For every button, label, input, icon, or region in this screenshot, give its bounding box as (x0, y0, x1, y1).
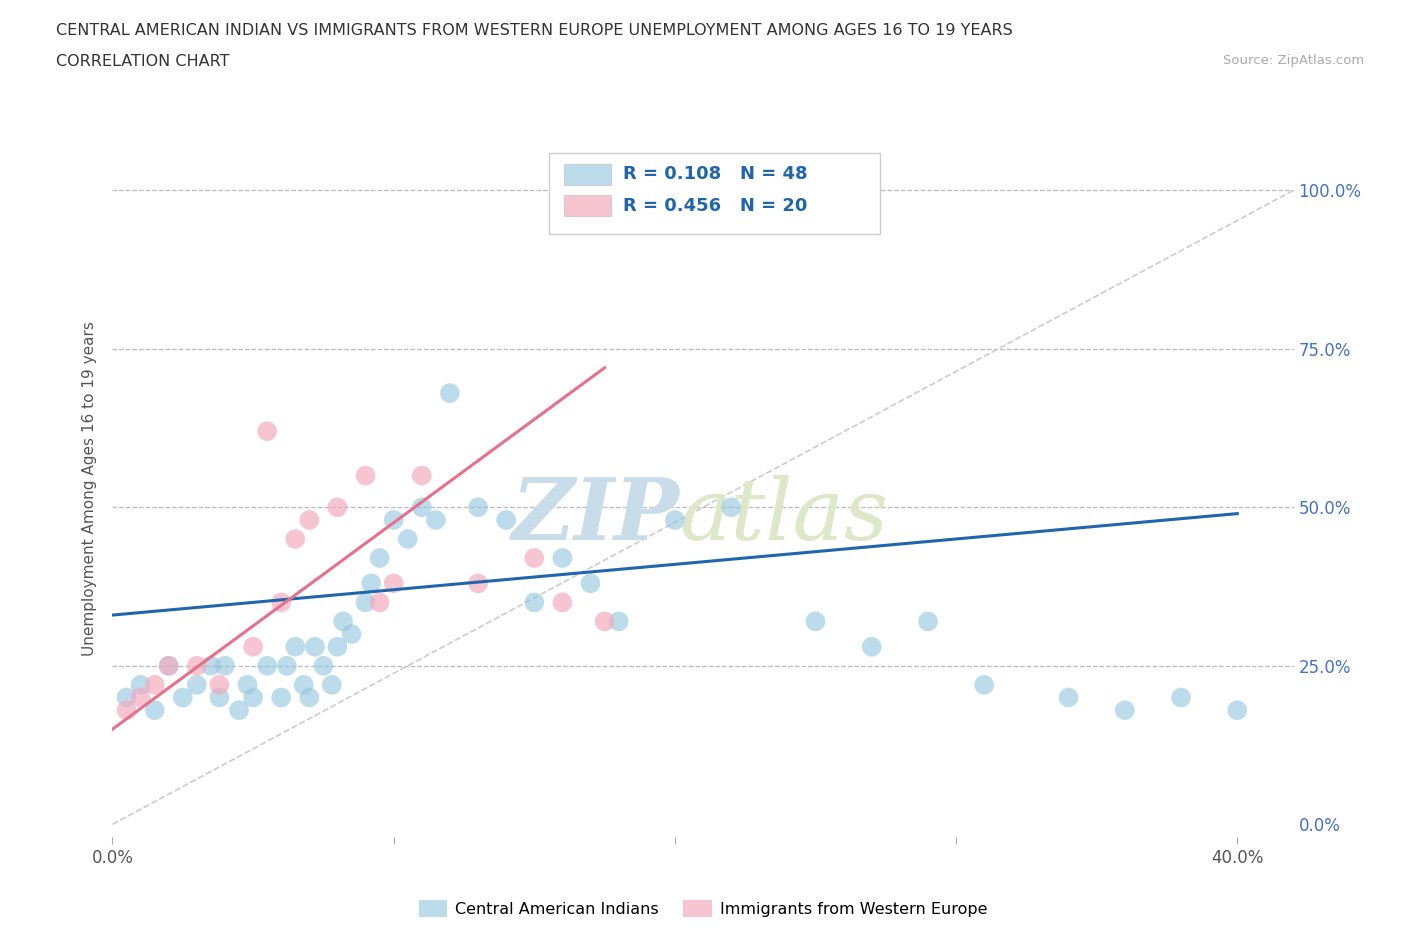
Point (321, 677, 343, 692)
Point (214, 658, 236, 673)
Point (368, 551, 391, 565)
Point (172, 690, 194, 705)
Point (425, 512, 447, 527)
Point (720, 499, 742, 514)
Point (292, 677, 315, 692)
Point (411, 499, 433, 514)
Point (298, 690, 321, 705)
Point (129, 690, 152, 705)
Point (1226, 703, 1249, 718)
Point (298, 512, 321, 527)
Point (228, 703, 250, 718)
Point (200, 658, 222, 673)
Point (208, 677, 231, 692)
Text: Source: ZipAtlas.com: Source: ZipAtlas.com (1223, 54, 1364, 67)
Point (270, 690, 292, 705)
FancyBboxPatch shape (564, 164, 610, 185)
Point (340, 627, 363, 642)
Legend: Central American Indians, Immigrants from Western Europe: Central American Indians, Immigrants fro… (412, 894, 994, 923)
Y-axis label: Unemployment Among Ages 16 to 19 years: Unemployment Among Ages 16 to 19 years (82, 321, 97, 656)
Point (326, 499, 349, 514)
FancyBboxPatch shape (564, 195, 610, 217)
Point (804, 614, 827, 629)
Text: CORRELATION CHART: CORRELATION CHART (56, 54, 229, 69)
Point (664, 512, 686, 527)
Point (186, 658, 208, 673)
Point (208, 690, 231, 705)
Point (1170, 690, 1192, 705)
Point (312, 658, 335, 673)
Point (411, 468, 433, 483)
Point (186, 677, 208, 692)
Point (382, 576, 405, 591)
Point (143, 677, 166, 692)
Point (1114, 703, 1136, 718)
Text: R = 0.456   N = 20: R = 0.456 N = 20 (623, 197, 807, 215)
Point (332, 614, 354, 629)
Point (593, 614, 616, 629)
Point (467, 576, 489, 591)
Text: R = 0.108   N = 48: R = 0.108 N = 48 (623, 166, 807, 183)
Point (523, 551, 546, 565)
Point (157, 658, 180, 673)
Point (157, 658, 180, 673)
Point (382, 512, 405, 527)
Point (270, 595, 292, 610)
Text: CENTRAL AMERICAN INDIAN VS IMMIGRANTS FROM WESTERN EUROPE UNEMPLOYMENT AMONG AGE: CENTRAL AMERICAN INDIAN VS IMMIGRANTS FR… (56, 23, 1012, 38)
Point (551, 595, 574, 610)
Point (256, 658, 278, 673)
Point (439, 386, 461, 401)
Point (143, 703, 166, 718)
Point (523, 595, 546, 610)
Point (1057, 690, 1080, 705)
Point (284, 639, 307, 654)
Text: atlas: atlas (679, 475, 889, 557)
Point (551, 551, 574, 565)
Point (242, 639, 264, 654)
Point (396, 532, 419, 547)
Point (115, 703, 138, 718)
Point (360, 576, 382, 591)
Point (354, 595, 377, 610)
Point (354, 468, 377, 483)
Point (304, 639, 326, 654)
Text: ZIP: ZIP (512, 474, 679, 558)
Point (495, 512, 517, 527)
Point (276, 658, 298, 673)
FancyBboxPatch shape (550, 153, 880, 233)
Point (256, 424, 278, 439)
Point (973, 677, 995, 692)
Point (607, 614, 630, 629)
Point (115, 690, 138, 705)
Point (242, 690, 264, 705)
Point (917, 614, 939, 629)
Point (368, 595, 391, 610)
Point (326, 639, 349, 654)
Point (129, 677, 152, 692)
Point (236, 677, 259, 692)
Point (467, 499, 489, 514)
Point (579, 576, 602, 591)
Point (860, 639, 883, 654)
Point (284, 532, 307, 547)
